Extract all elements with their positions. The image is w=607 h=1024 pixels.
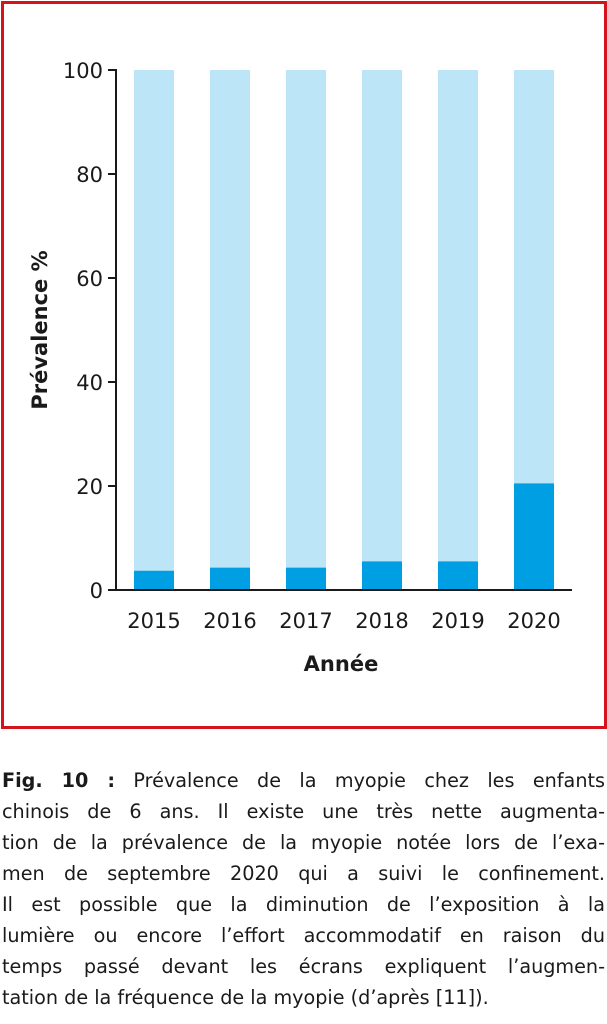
caption-line: men de septembre 2020 qui a suivi le con…	[2, 862, 605, 885]
x-tick-label: 2019	[431, 609, 484, 633]
x-axis-title: Année	[304, 652, 379, 676]
y-tick-label: 20	[76, 475, 103, 499]
caption-line: temps passé devant les écrans expliquent…	[2, 955, 605, 978]
caption-line: lumière ou encore l’effort accommodatif …	[2, 924, 605, 947]
caption-line: Fig. 10 : Prévalence de la myopie chez l…	[2, 769, 605, 792]
background-bars	[134, 70, 554, 590]
caption-label: Fig. 10 :	[2, 769, 116, 792]
bar-background-2018	[362, 70, 402, 590]
x-tick-label: 2016	[203, 609, 256, 633]
bar-background-2016	[210, 70, 250, 590]
bar-2016	[210, 567, 250, 590]
y-tick-label: 60	[76, 267, 103, 291]
bar-background-2015	[134, 70, 174, 590]
figure-frame	[1, 1, 607, 729]
y-tick-label: 100	[63, 59, 103, 83]
figure-caption: Fig. 10 : Prévalence de la myopie chez l…	[2, 765, 605, 1013]
bar-chart: 0 20 40 60 80 100 2015 2016 2017 2018 2019 2020 Pr…	[28, 59, 572, 676]
y-tick-label: 0	[90, 579, 103, 603]
y-axis-title: Prévalence %	[28, 250, 52, 409]
bar-background-2019	[438, 70, 478, 590]
x-tick-label: 2017	[279, 609, 332, 633]
bar-2015	[134, 570, 174, 590]
y-tick-label: 80	[76, 163, 103, 187]
caption-line: tation de la fréquence de la myopie (d’a…	[2, 986, 489, 1009]
caption-line: chinois de 6 ans. Il existe une très net…	[2, 800, 605, 823]
bar-2020	[514, 483, 554, 590]
y-axis: 0 20 40 60 80 100	[63, 59, 117, 603]
x-axis: 2015 2016 2017 2018 2019 2020	[116, 589, 572, 633]
prevalence-bars	[134, 483, 554, 590]
bar-2017	[286, 567, 326, 590]
x-tick-label: 2015	[127, 609, 180, 633]
bar-background-2017	[286, 70, 326, 590]
bar-2019	[438, 561, 478, 590]
caption-line: tion de la prévalence de la myopie notée…	[2, 831, 605, 854]
bar-2018	[362, 561, 402, 590]
y-tick-label: 40	[76, 371, 103, 395]
x-tick-label: 2018	[355, 609, 408, 633]
caption-line: Il est possible que la diminution de l’e…	[2, 893, 605, 916]
x-tick-label: 2020	[507, 609, 560, 633]
